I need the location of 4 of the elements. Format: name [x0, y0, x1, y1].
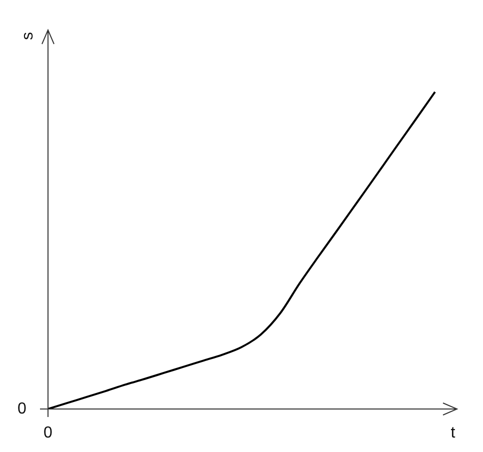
y-axis-title: s: [19, 32, 36, 40]
text: 0: [44, 424, 53, 442]
text: 0: [18, 400, 27, 418]
x-axis-title: t: [450, 424, 456, 442]
